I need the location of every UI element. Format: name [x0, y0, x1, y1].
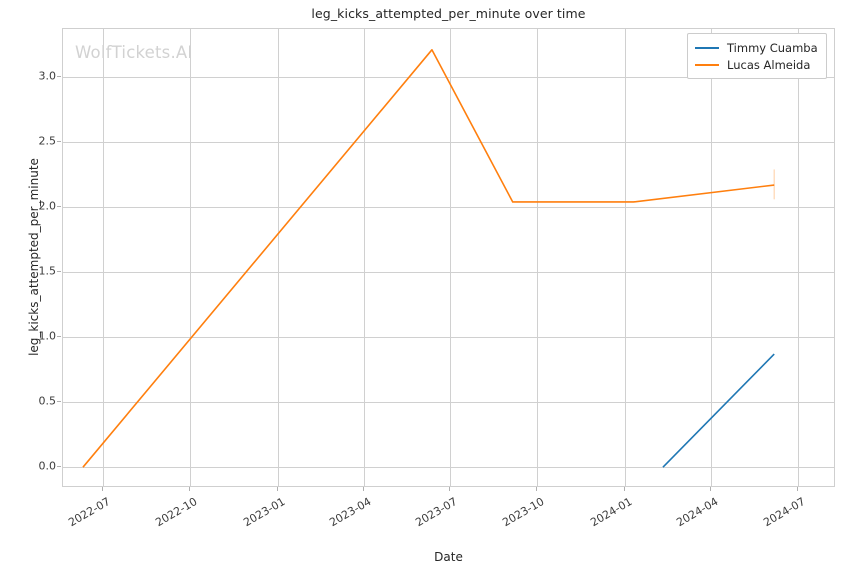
x-axis-label: Date — [434, 550, 463, 564]
gridline-vertical-8 — [798, 29, 799, 486]
y-tick-mark-0 — [57, 466, 61, 468]
gridline-vertical-4 — [450, 29, 451, 486]
x-tick-mark-3 — [362, 487, 364, 491]
y-tick-mark-2 — [57, 336, 61, 338]
x-tick-mark-2 — [276, 487, 278, 491]
x-axis-ticks: 2022-07 2022-10 2023-01 2023-04 2023-07 2023-… — [62, 487, 835, 547]
y-tick-mark-6 — [57, 76, 61, 78]
y-axis-ticks: 0.0 0.5 1.0 1.5 2.0 2.5 3.0 — [0, 28, 61, 487]
gridline-vertical-5 — [537, 29, 539, 486]
x-tick-mark-0 — [101, 487, 103, 491]
gridline-horizontal-0 — [63, 467, 834, 469]
gridline-vertical-3 — [363, 29, 365, 486]
y-tick-label-3: 1.5 — [38, 264, 57, 278]
legend-label: Lucas Almeida — [727, 57, 811, 72]
chart-legend: Timmy Cuamba Lucas Almeida — [687, 33, 827, 79]
gridline-vertical-1 — [190, 29, 192, 486]
y-tick-label-5: 2.5 — [38, 134, 57, 148]
y-tick-label-0: 0.0 — [38, 459, 57, 473]
y-axis-label: leg_kicks_attempted_per_minute — [27, 158, 41, 356]
gridline-horizontal-1 — [63, 402, 834, 404]
y-tick-mark-5 — [57, 141, 61, 143]
chart-title: leg_kicks_attempted_per_minute over time — [311, 6, 586, 21]
gridline-horizontal-3 — [63, 272, 834, 274]
gridline-horizontal-2 — [63, 337, 834, 339]
x-tick-mark-7 — [710, 487, 712, 491]
x-tick-mark-4 — [449, 487, 450, 491]
legend-item-lucas-almeida[interactable]: Lucas Almeida — [695, 56, 818, 73]
gridline-vertical-0 — [102, 29, 104, 486]
legend-label: Timmy Cuamba — [727, 40, 818, 55]
x-tick-mark-8 — [797, 487, 798, 491]
gridline-horizontal-6 — [63, 77, 834, 79]
y-tick-mark-3 — [57, 271, 61, 273]
series-line-lucas-almeida — [82, 48, 775, 468]
x-tick-mark-6 — [623, 487, 625, 491]
series-lines — [82, 48, 775, 468]
legend-swatch-icon — [695, 46, 719, 49]
series-line-timmy-cuamba — [662, 353, 775, 468]
y-tick-mark-1 — [57, 401, 61, 403]
gridline-vertical-7 — [711, 29, 713, 486]
y-tick-label-1: 0.5 — [38, 394, 57, 408]
plot-area: WolfTickets.AI — [62, 28, 835, 487]
gridline-vertical-2 — [277, 29, 279, 486]
y-tick-label-2: 1.0 — [38, 329, 57, 343]
gridline-horizontal-4 — [63, 207, 834, 209]
x-tick-mark-1 — [189, 487, 191, 491]
legend-item-timmy-cuamba[interactable]: Timmy Cuamba — [695, 39, 818, 56]
y-tick-label-4: 2.0 — [38, 199, 57, 213]
gridline-horizontal-5 — [63, 142, 834, 144]
x-tick-mark-5 — [536, 487, 538, 491]
gridline-vertical-6 — [624, 29, 626, 486]
y-tick-label-6: 3.0 — [38, 69, 57, 83]
y-tick-mark-4 — [57, 206, 61, 208]
legend-swatch-icon — [695, 63, 719, 66]
